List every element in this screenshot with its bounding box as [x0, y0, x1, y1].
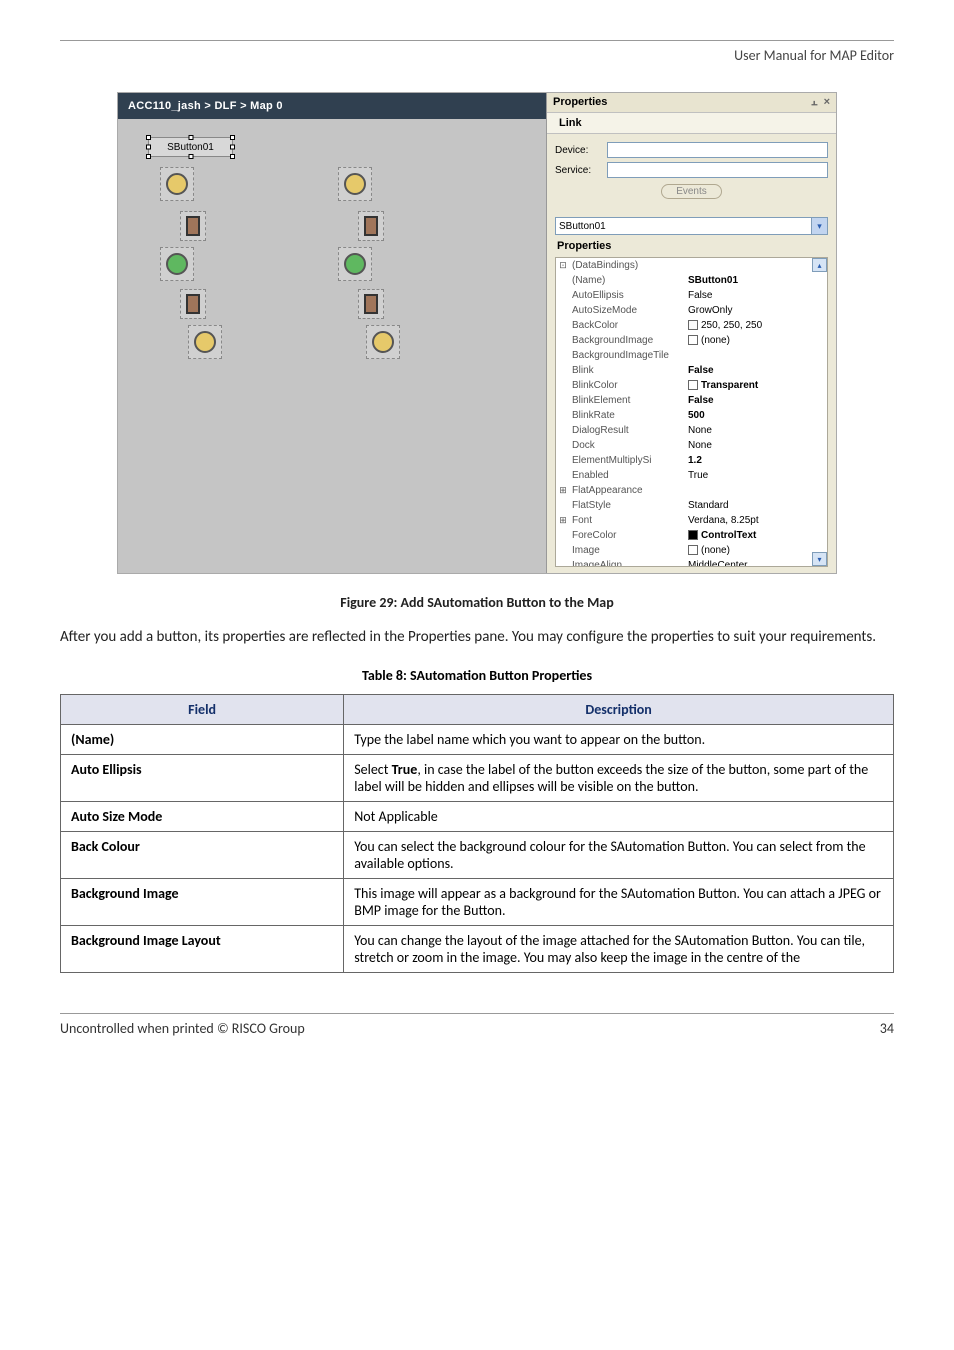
properties-subtitle: Properties — [547, 237, 836, 255]
property-row[interactable]: FlatStyleStandard — [556, 498, 827, 513]
property-row[interactable]: BackgroundImageTile — [556, 348, 827, 363]
canvas-widget[interactable] — [188, 325, 222, 359]
page-header: User Manual for MAP Editor — [60, 47, 894, 64]
property-row[interactable]: AutoSizeModeGrowOnly — [556, 303, 827, 318]
property-row[interactable]: DialogResultNone — [556, 423, 827, 438]
property-row[interactable]: AutoEllipsisFalse — [556, 288, 827, 303]
property-row[interactable]: (Name)SButton01 — [556, 273, 827, 288]
table-caption: Table 8: SAutomation Button Properties — [60, 667, 894, 684]
figure-caption: Figure 29: Add SAutomation Button to the… — [60, 594, 894, 611]
link-tab[interactable]: Link — [547, 113, 836, 134]
canvas-widget[interactable] — [358, 211, 384, 241]
events-button[interactable]: Events — [661, 184, 722, 199]
property-row[interactable]: ⊞FlatAppearance — [556, 483, 827, 498]
properties-table: Field Description (Name)Type the label n… — [60, 694, 894, 973]
designer-pane: ACC110_jash > DLF > Map 0 SButton01 — [118, 93, 546, 573]
device-input[interactable] — [607, 142, 828, 158]
service-input[interactable] — [607, 162, 828, 178]
table-row: Background Image LayoutYou can change th… — [61, 926, 894, 973]
canvas-widget[interactable] — [160, 167, 194, 201]
table-cell-description: You can select the background colour for… — [344, 832, 894, 879]
property-row[interactable]: Image(none) — [556, 543, 827, 558]
table-cell-field: Background Image — [61, 879, 344, 926]
property-row[interactable]: BackgroundImage(none) — [556, 333, 827, 348]
canvas-widget[interactable] — [180, 211, 206, 241]
property-row[interactable]: BlinkRate500 — [556, 408, 827, 423]
table-row: Background ImageThis image will appear a… — [61, 879, 894, 926]
property-row[interactable]: ForeColorControlText — [556, 528, 827, 543]
scroll-up-icon[interactable]: ▴ — [812, 258, 827, 272]
property-row[interactable]: ⊞FontVerdana, 8.25pt — [556, 513, 827, 528]
canvas-widget[interactable] — [358, 289, 384, 319]
table-cell-field: Background Image Layout — [61, 926, 344, 973]
table-row: Auto Size ModeNot Applicable — [61, 802, 894, 832]
property-row[interactable]: BlinkFalse — [556, 363, 827, 378]
scroll-down-icon[interactable]: ▾ — [812, 552, 827, 566]
property-row[interactable]: ⊡(DataBindings) — [556, 258, 827, 273]
table-row: Auto EllipsisSelect True, in case the la… — [61, 755, 894, 802]
service-label: Service: — [555, 165, 603, 176]
property-row[interactable]: BackColor250, 250, 250 — [556, 318, 827, 333]
canvas-widget[interactable] — [366, 325, 400, 359]
canvas-widget[interactable] — [338, 247, 372, 281]
footer-left: Uncontrolled when printed © RISCO Group — [60, 1020, 305, 1037]
table-cell-field: (Name) — [61, 725, 344, 755]
table-row: Back ColourYou can select the background… — [61, 832, 894, 879]
property-row[interactable]: BlinkElementFalse — [556, 393, 827, 408]
property-grid[interactable]: ▴ ▾ ⊡(DataBindings)(Name)SButton01AutoEl… — [555, 257, 828, 567]
footer-right: 34 — [880, 1020, 894, 1037]
properties-title: Properties — [553, 96, 607, 109]
property-row[interactable]: EnabledTrue — [556, 468, 827, 483]
chevron-down-icon[interactable]: ▾ — [812, 217, 828, 235]
selected-sbutton-label: SButton01 — [167, 142, 214, 153]
device-label: Device: — [555, 145, 603, 156]
design-canvas[interactable]: SButton01 — [118, 119, 546, 559]
property-row[interactable]: ElementMultiplySi1.2 — [556, 453, 827, 468]
table-cell-description: This image will appear as a background f… — [344, 879, 894, 926]
table-cell-description: Not Applicable — [344, 802, 894, 832]
canvas-widget[interactable] — [180, 289, 206, 319]
table-cell-description: You can change the layout of the image a… — [344, 926, 894, 973]
table-row: (Name)Type the label name which you want… — [61, 725, 894, 755]
table-cell-field: Auto Size Mode — [61, 802, 344, 832]
table-cell-description: Select True, in case the label of the bu… — [344, 755, 894, 802]
canvas-widget[interactable] — [338, 167, 372, 201]
table-cell-description: Type the label name which you want to ap… — [344, 725, 894, 755]
property-row[interactable]: BlinkColorTransparent — [556, 378, 827, 393]
table-header-field: Field — [61, 695, 344, 725]
screenshot-figure: ACC110_jash > DLF > Map 0 SButton01 Prop… — [117, 92, 837, 574]
properties-pane: Properties ⫠ × Link Device: Service: Eve… — [546, 93, 836, 573]
body-paragraph: After you add a button, its properties a… — [60, 627, 894, 647]
table-cell-field: Back Colour — [61, 832, 344, 879]
selected-sbutton[interactable]: SButton01 — [148, 137, 233, 157]
pin-icon[interactable]: ⫠ — [811, 96, 818, 109]
properties-title-bar: Properties ⫠ × — [547, 93, 836, 113]
close-icon[interactable]: × — [824, 96, 830, 109]
canvas-widget[interactable] — [160, 247, 194, 281]
table-header-description: Description — [344, 695, 894, 725]
table-cell-field: Auto Ellipsis — [61, 755, 344, 802]
page-footer: Uncontrolled when printed © RISCO Group … — [60, 1013, 894, 1037]
object-selector-input[interactable] — [555, 217, 812, 235]
breadcrumb: ACC110_jash > DLF > Map 0 — [118, 93, 546, 119]
property-row[interactable]: ImageAlignMiddleCenter — [556, 558, 827, 567]
property-row[interactable]: DockNone — [556, 438, 827, 453]
